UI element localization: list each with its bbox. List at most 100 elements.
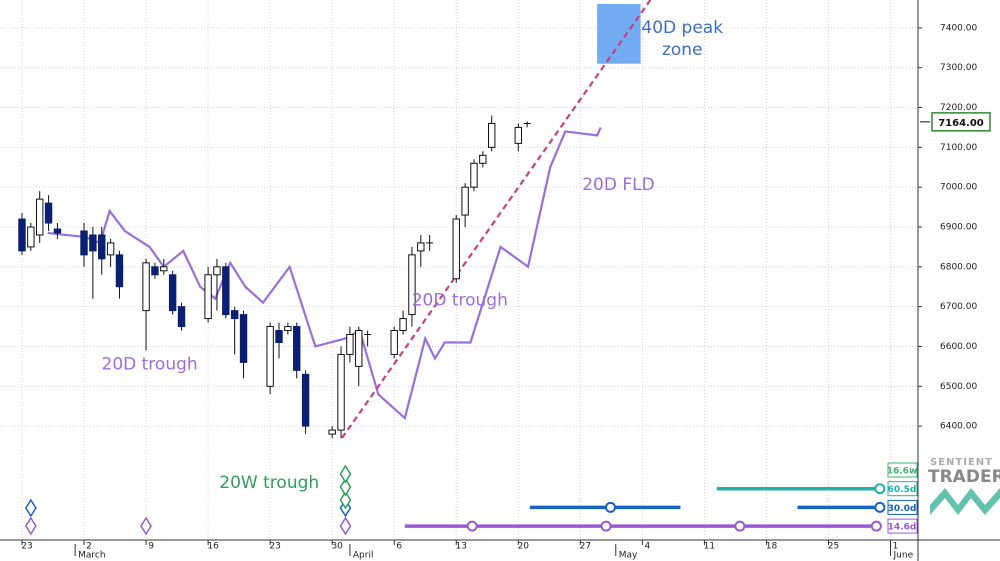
candle-body [408,254,416,316]
watermark: TRADER [928,467,1000,487]
y-tick-label: 6600.00 [940,342,977,352]
candle-body [461,186,469,216]
candle-body [160,266,168,272]
cycle-point [870,520,882,532]
candle-body [266,326,274,387]
candle-body [53,228,62,234]
candle-body [452,218,460,280]
y-tick-label: 7100.00 [940,143,977,153]
candle-body [293,326,301,371]
candle-body [301,373,310,427]
cycle-label: 60.5d [888,485,917,495]
x-tick-label: 9 [148,542,154,552]
candle-body [470,162,478,188]
cycle-point [466,520,478,532]
candle-body [346,334,354,355]
cycle-label: 16.6w [887,467,918,477]
y-tick-label: 7200.00 [940,103,977,113]
candle-body [204,274,212,320]
trough-diamond [339,516,352,536]
cycle-label: 14.6d [888,523,917,533]
peak-zone [597,3,641,64]
y-tick-label: 6800.00 [940,262,977,272]
trough-diamond [339,490,352,510]
candle-body [44,202,53,224]
cycle-box [887,481,918,497]
price-label: 7164.00 [938,118,984,129]
candle-body [337,353,345,431]
watermark: SENTIENT [930,457,993,468]
candle-body [142,262,150,312]
candle-body [106,242,115,256]
annotation: 20D trough [102,354,198,374]
x-tick-label: 2 [86,542,92,552]
candle-body [89,234,97,252]
x-tick-label: 18 [766,542,778,552]
cycle-label: 30.0d [888,504,917,514]
month-label: May [619,551,638,561]
y-tick-label: 6900.00 [940,222,977,232]
candle-body [18,218,26,252]
trough-diamond [24,498,37,518]
candle-body [230,310,239,320]
x-tick-label: 30 [331,542,343,552]
x-tick-label: 11 [704,542,715,552]
x-tick-label: 4 [645,542,651,552]
x-tick-label: 23 [269,542,280,552]
candle-body [488,122,496,148]
price-box [931,112,991,132]
annotation: 20W trough [219,473,319,493]
y-tick-label: 7300.00 [940,63,977,73]
candle-body [479,154,487,164]
y-tick-label: 6400.00 [940,422,977,432]
x-tick-label: 13 [456,542,467,552]
x-tick-label: 16 [207,542,219,552]
candle-body [239,314,248,363]
x-tick-label: 27 [580,542,591,552]
candle-body [328,429,336,435]
y-tick-label: 7400.00 [940,23,977,33]
y-tick-label: 6500.00 [940,382,977,392]
candle-body [151,266,159,276]
candle-body [514,126,522,144]
candle-body [222,266,230,316]
cycle-point [600,520,612,532]
trend-line [341,0,652,439]
cycle-box [887,518,918,534]
candle-body [355,330,363,367]
cycle-point [734,520,746,532]
month-label: April [353,551,374,561]
candle-body [417,242,425,252]
month-label: March [78,551,105,561]
candle-body [98,234,106,260]
cycle-box [887,499,918,515]
fld-line [47,126,602,421]
trough-diamond [339,464,352,484]
x-tick-label: 1 [893,542,899,552]
candle-body [177,306,186,328]
trough-diamond [24,516,37,536]
x-tick-label: 25 [828,542,839,552]
trough-diamond [339,477,352,497]
candle-body [275,330,283,343]
candle-body [213,266,221,276]
y-tick-label: 7000.00 [940,183,977,193]
trough-diamond [140,516,152,536]
annotation: 20D FLD [582,175,654,195]
candle-body [390,330,398,355]
logo [930,488,1000,515]
annotation: zone [662,40,703,60]
annotation: 20D trough [412,291,508,311]
y-tick-label: 6700.00 [940,302,977,312]
x-tick-label: 20 [518,542,530,552]
candle-body [168,274,177,312]
cycle-point [604,501,616,513]
candle-body [399,318,407,332]
candle-body [27,226,35,248]
x-tick-label: 6 [396,542,402,552]
candle-body [115,254,124,288]
candle-body [36,198,44,236]
candle-body [284,326,292,332]
